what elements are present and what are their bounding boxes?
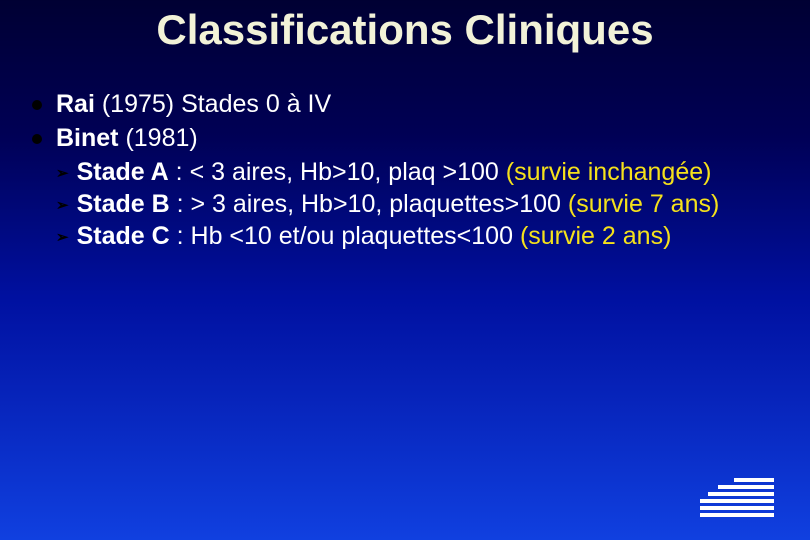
page-title: Classifications Cliniques (0, 0, 810, 54)
decorative-lines-icon (700, 478, 774, 520)
stade-c-label: Stade C (77, 222, 170, 250)
content-body: Rai (1975) Stades 0 à IV Binet (1981) ➢ … (0, 54, 810, 252)
stade-a-text: : < 3 aires, Hb>10, plaq >100 (169, 158, 506, 186)
slide: Classifications Cliniques Rai (1975) Sta… (0, 0, 810, 540)
stade-a-survival: (survie inchangée) (506, 158, 712, 186)
list-item: ➢ Stade B : > 3 aires, Hb>10, plaquettes… (56, 188, 780, 220)
stade-b-text: : > 3 aires, Hb>10, plaquettes>100 (170, 190, 568, 218)
list-item: Rai (1975) Stades 0 à IV (30, 88, 780, 120)
list-item: Binet (1981) (30, 122, 780, 154)
binet-label: Binet (56, 124, 119, 152)
stade-a-label: Stade A (77, 158, 169, 186)
chevron-right-icon: ➢ (56, 228, 69, 247)
binet-text: (1981) (119, 124, 198, 152)
rai-label: Rai (56, 90, 95, 118)
stade-b-label: Stade B (77, 190, 170, 218)
bullet-text: Binet (1981) (56, 122, 780, 154)
chevron-right-icon: ➢ (56, 164, 69, 183)
bullet-text: Rai (1975) Stades 0 à IV (56, 88, 780, 120)
chevron-right-icon: ➢ (56, 196, 69, 215)
stade-b-survival: (survie 7 ans) (568, 190, 719, 218)
bullet-dot-icon (32, 100, 42, 110)
stade-c-text: : Hb <10 et/ou plaquettes<100 (170, 222, 520, 250)
bullet-dot-icon (32, 134, 42, 144)
list-item: ➢ Stade A : < 3 aires, Hb>10, plaq >100 … (56, 156, 780, 188)
stade-c-survival: (survie 2 ans) (520, 222, 671, 250)
bullet-text: Stade C : Hb <10 et/ou plaquettes<100 (s… (77, 220, 780, 252)
rai-text: (1975) Stades 0 à IV (95, 90, 331, 118)
bullet-text: Stade B : > 3 aires, Hb>10, plaquettes>1… (77, 188, 780, 220)
list-item: ➢ Stade C : Hb <10 et/ou plaquettes<100 … (56, 220, 780, 252)
bullet-text: Stade A : < 3 aires, Hb>10, plaq >100 (s… (77, 156, 780, 188)
sub-list: ➢ Stade A : < 3 aires, Hb>10, plaq >100 … (30, 156, 780, 252)
